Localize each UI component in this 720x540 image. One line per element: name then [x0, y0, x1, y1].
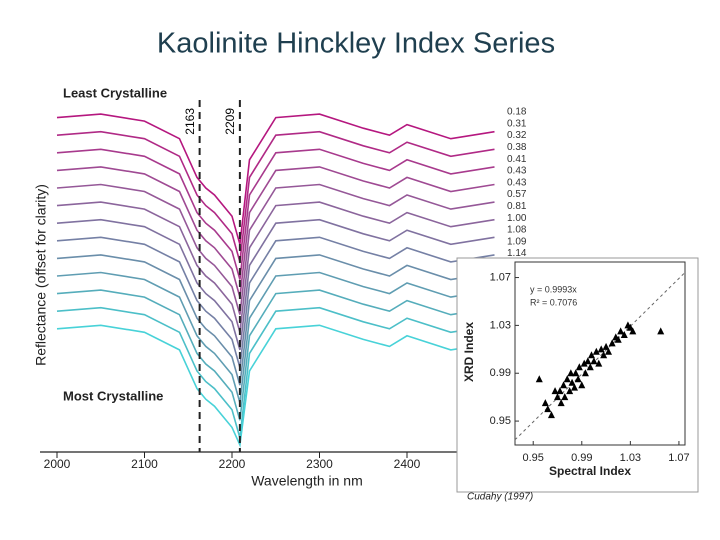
- scatter-point: [602, 342, 610, 350]
- series-label: 0.32: [507, 130, 527, 141]
- scatter-point: [575, 363, 583, 371]
- y-axis-label: Reflectance (offset for clarity): [33, 184, 49, 366]
- series-label: 1.00: [507, 213, 527, 224]
- series-label: 1.08: [507, 225, 527, 236]
- scatter-point: [551, 387, 559, 395]
- scatter-point: [617, 327, 625, 335]
- scatter-point: [597, 345, 605, 353]
- scatter-point: [544, 405, 552, 413]
- series-label: 0.41: [507, 154, 527, 165]
- scatter-point: [563, 375, 571, 383]
- scatter-point: [581, 369, 589, 377]
- scatter-point: [561, 393, 569, 401]
- x-tick-label: 2100: [131, 457, 158, 471]
- scatter-point: [571, 383, 578, 391]
- y-tick-label: 0.95: [490, 415, 511, 427]
- reference-label: 2163: [183, 108, 197, 135]
- y-tick-label: 0.99: [490, 367, 511, 379]
- scatter-point: [608, 339, 616, 347]
- scatter-point: [592, 347, 600, 355]
- spectrum-line: [56, 183, 495, 315]
- top-label: Least Crystalline: [63, 85, 167, 100]
- x-tick-label: 2400: [394, 457, 421, 471]
- scatter-point: [657, 327, 665, 335]
- series-label: 0.57: [507, 189, 527, 200]
- spectrum-line: [56, 218, 495, 351]
- x-tick-label: 0.95: [523, 452, 544, 464]
- series-label: 0.38: [507, 142, 527, 153]
- inset-plot-area: [514, 261, 686, 446]
- x-tick-label: 2200: [219, 457, 246, 471]
- scatter-point: [541, 399, 549, 407]
- scatter-point: [574, 375, 582, 383]
- scatter-point: [557, 399, 565, 407]
- scatter-point: [590, 357, 598, 365]
- scatter-point: [578, 381, 586, 389]
- scatter-point: [572, 369, 580, 377]
- y-tick-label: 1.07: [490, 271, 511, 283]
- series-label: 1.09: [507, 236, 527, 247]
- series-label: 0.43: [507, 177, 527, 188]
- series-label: 1.14: [507, 248, 527, 259]
- x-axis-label: Wavelength in nm: [251, 473, 363, 489]
- scatter-point: [554, 393, 561, 401]
- x-axis-label: Spectral Index: [549, 464, 631, 478]
- x-tick-label: 2300: [306, 457, 333, 471]
- scatter-point: [547, 411, 555, 419]
- spectrum-line: [56, 324, 495, 448]
- scatter-point: [586, 363, 594, 371]
- trendline: [514, 272, 686, 441]
- scatter-point: [568, 378, 576, 386]
- reference-label: 2209: [223, 108, 237, 135]
- scatter-point: [600, 351, 608, 359]
- series-label: 0.18: [507, 107, 527, 118]
- scatter-point: [567, 369, 575, 377]
- scatter-point: [629, 327, 637, 335]
- series-label: 0.43: [507, 166, 527, 177]
- scatter-inset: 0.95 0.99 1.03 1.07 0.95 0.99 1.03 1.07 y = 0.99…: [456, 257, 699, 493]
- scatter-point: [595, 359, 603, 367]
- x-tick-label: 0.99: [571, 452, 592, 464]
- y-tick-label: 1.03: [490, 319, 511, 331]
- series-label: 0.81: [507, 201, 527, 212]
- scatter-point: [556, 387, 564, 395]
- bottom-label: Most Crystalline: [63, 388, 163, 403]
- scatter-point: [566, 387, 574, 395]
- spectrum-line: [56, 289, 495, 421]
- spectrum-line: [56, 148, 495, 280]
- slide-title: Kaolinite Hinckley Index Series: [157, 28, 555, 60]
- x-tick-label: 1.03: [620, 452, 641, 464]
- scatter-point: [620, 330, 628, 338]
- scatter-point: [605, 347, 612, 355]
- x-tick-label: 1.07: [668, 452, 689, 464]
- scatter-point: [588, 351, 595, 359]
- source: Cudahy (1997): [467, 492, 533, 503]
- scatter-point: [614, 335, 622, 343]
- scatter-point: [584, 357, 592, 365]
- scatter-point: [580, 359, 588, 367]
- y-axis-label: XRD Index: [462, 322, 476, 382]
- x-tick-label: 2000: [44, 457, 71, 471]
- equation: y = 0.9993x: [530, 284, 577, 294]
- scatter-point: [535, 375, 543, 383]
- r-squared: R² = 0.7076: [530, 297, 577, 307]
- spectrum-line: [56, 254, 495, 386]
- scatter-point: [560, 381, 568, 389]
- series-label: 0.31: [507, 118, 527, 129]
